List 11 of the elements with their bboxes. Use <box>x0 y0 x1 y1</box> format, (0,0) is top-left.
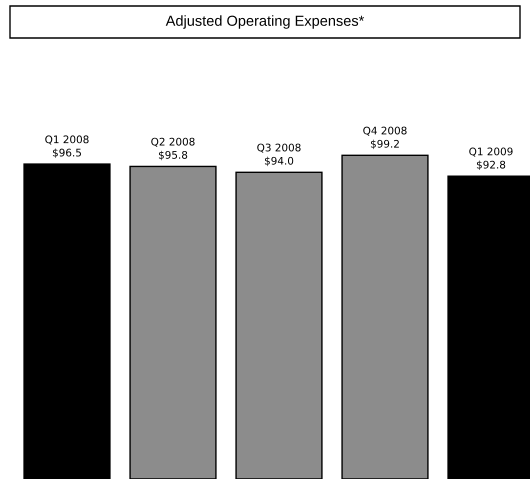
x-tick-label: Q4 2008 <box>363 126 407 136</box>
data-label: $99.2 <box>370 140 399 150</box>
x-tick-label: Q3 2008 <box>257 144 301 153</box>
x-tick-label: Q1 2009 <box>469 148 513 157</box>
data-label: $94.0 <box>264 156 294 166</box>
chart-title: Adjusted Operating Expenses* <box>166 15 364 29</box>
x-tick-label: Q1 2008 <box>45 135 89 144</box>
data-label: $92.8 <box>476 160 506 170</box>
data-label: $96.5 <box>52 148 81 158</box>
data-label: $95.8 <box>158 150 188 160</box>
x-tick-label: Q2 2008 <box>151 138 195 147</box>
